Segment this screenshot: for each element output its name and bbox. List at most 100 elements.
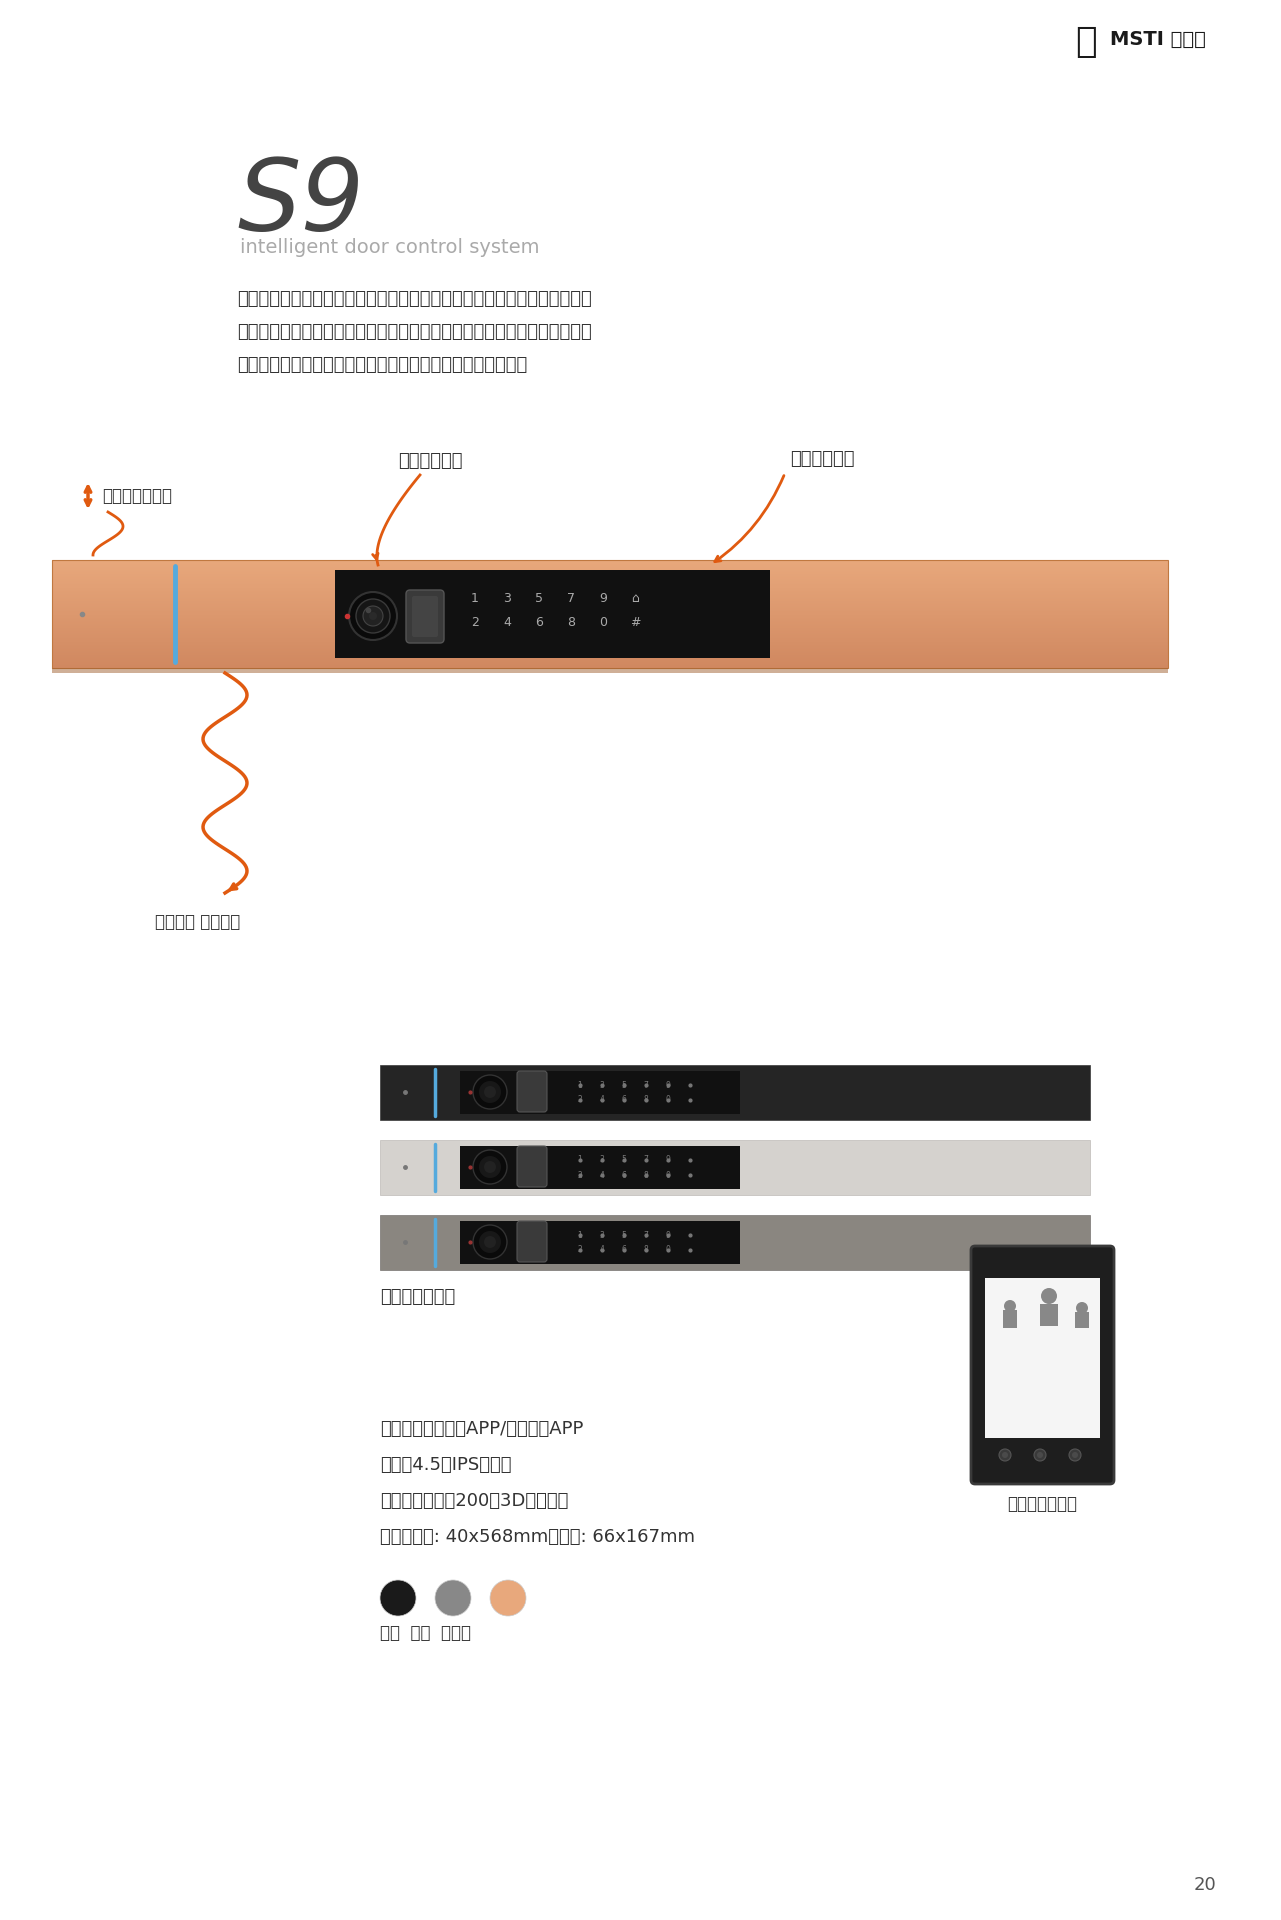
Circle shape (1034, 1450, 1047, 1461)
Text: 3: 3 (600, 1231, 605, 1240)
Bar (53, 561, 1168, 668)
Text: 猫眼：4.5寸IPS高清屏: 猫眼：4.5寸IPS高清屏 (380, 1455, 511, 1475)
Text: MSTI 马斯汀: MSTI 马斯汀 (1111, 31, 1205, 50)
FancyBboxPatch shape (971, 1246, 1114, 1484)
Circle shape (484, 1087, 496, 1098)
Bar (985, 1279, 1100, 1438)
Text: 0: 0 (666, 1246, 670, 1254)
Circle shape (1070, 1450, 1081, 1461)
Circle shape (1004, 1300, 1016, 1311)
Circle shape (473, 1075, 507, 1110)
FancyBboxPatch shape (412, 595, 438, 637)
Circle shape (999, 1450, 1011, 1461)
Text: 8: 8 (643, 1246, 648, 1254)
Text: 精湛工艺与智能科技的融合，呼献无懒可击、天花板颜値、极致品质、安全: 精湛工艺与智能科技的融合，呼献无懒可击、天花板颜値、极致品质、安全 (237, 323, 592, 342)
Text: 网络：马斯汀智能APP/兼容涂鸦APP: 网络：马斯汀智能APP/兼容涂鸦APP (380, 1421, 583, 1438)
Circle shape (369, 612, 377, 620)
Text: 20: 20 (1194, 1876, 1217, 1893)
Text: 8: 8 (643, 1171, 648, 1179)
Text: 6: 6 (621, 1171, 626, 1179)
Text: 3: 3 (600, 1156, 605, 1165)
Bar (53, 668, 1168, 674)
FancyBboxPatch shape (518, 1146, 547, 1187)
Text: 0: 0 (600, 616, 607, 630)
Text: 别出心裁的智能门控面板、拉手一体化设计，是人体力学与美学的共存、是: 别出心裁的智能门控面板、拉手一体化设计，是人体力学与美学的共存、是 (237, 290, 592, 307)
Text: 2: 2 (578, 1096, 583, 1104)
Text: 9: 9 (600, 593, 607, 605)
Text: 0: 0 (666, 1096, 670, 1104)
Bar (336, 570, 770, 659)
Bar (1075, 1311, 1089, 1329)
Text: intelligent door control system: intelligent door control system (240, 238, 539, 257)
Text: #: # (630, 616, 640, 630)
Circle shape (436, 1580, 471, 1617)
Circle shape (1076, 1302, 1088, 1313)
Circle shape (479, 1081, 501, 1102)
Text: 3: 3 (503, 593, 511, 605)
Text: 隐藏式锁芯设计: 隐藏式锁芯设计 (102, 488, 172, 505)
Circle shape (348, 591, 397, 639)
Circle shape (484, 1162, 496, 1173)
Bar (380, 1215, 1090, 1269)
Text: S9: S9 (237, 156, 364, 252)
Bar (380, 1140, 1090, 1194)
Text: 6: 6 (621, 1246, 626, 1254)
Text: 4: 4 (600, 1096, 605, 1104)
Circle shape (1041, 1288, 1057, 1304)
Text: 猫眼版横置拉手: 猫眼版横置拉手 (380, 1288, 455, 1306)
Bar (380, 1066, 1090, 1119)
FancyBboxPatch shape (518, 1221, 547, 1261)
Text: 8: 8 (643, 1096, 648, 1104)
Text: 7: 7 (643, 1081, 648, 1089)
Circle shape (479, 1156, 501, 1179)
Text: 5: 5 (621, 1156, 626, 1165)
Circle shape (479, 1231, 501, 1254)
Text: 7: 7 (643, 1231, 648, 1240)
Text: ⌂: ⌂ (632, 593, 639, 605)
Text: 1: 1 (578, 1156, 583, 1165)
Text: 6: 6 (535, 616, 543, 630)
Text: 急速识别面板: 急速识别面板 (790, 449, 854, 468)
Text: 8: 8 (567, 616, 575, 630)
Text: 4: 4 (600, 1171, 605, 1179)
Text: 2: 2 (471, 616, 479, 630)
Circle shape (473, 1150, 507, 1185)
Text: 智能门控背面板: 智能门控背面板 (1007, 1496, 1077, 1513)
Text: 4: 4 (600, 1246, 605, 1254)
Text: 0: 0 (666, 1171, 670, 1179)
Text: 人脸识别：双目200万3D人脸识别: 人脸识别：双目200万3D人脸识别 (380, 1492, 569, 1509)
Text: 7: 7 (567, 593, 575, 605)
Circle shape (356, 599, 389, 634)
Text: 5: 5 (621, 1231, 626, 1240)
Text: 4: 4 (503, 616, 511, 630)
Circle shape (491, 1580, 526, 1617)
Text: 2: 2 (578, 1171, 583, 1179)
Text: 5: 5 (621, 1081, 626, 1089)
Bar (460, 1146, 740, 1188)
Text: 3: 3 (600, 1081, 605, 1089)
Bar (460, 1071, 740, 1114)
Text: 智能灯光 琰目耀然: 智能灯光 琰目耀然 (155, 914, 241, 931)
Circle shape (484, 1236, 496, 1248)
FancyBboxPatch shape (518, 1071, 547, 1112)
FancyBboxPatch shape (406, 589, 445, 643)
Circle shape (363, 607, 383, 626)
Text: 尺寸：前置: 40x568mm，后置: 66x167mm: 尺寸：前置: 40x568mm，后置: 66x167mm (380, 1528, 696, 1546)
Circle shape (1002, 1452, 1008, 1457)
Circle shape (1072, 1452, 1079, 1457)
Text: 9: 9 (666, 1081, 670, 1089)
Text: 黑色  灰色  珫瑞金: 黑色 灰色 珫瑞金 (380, 1624, 471, 1642)
Text: 1: 1 (578, 1231, 583, 1240)
Text: 5: 5 (535, 593, 543, 605)
Text: 🐎: 🐎 (1075, 25, 1097, 60)
Circle shape (380, 1580, 416, 1617)
Bar (1040, 1304, 1058, 1327)
Text: 2: 2 (578, 1246, 583, 1254)
Text: 猫眼视频对讲: 猫眼视频对讲 (397, 451, 462, 470)
Bar (1003, 1309, 1017, 1329)
Circle shape (473, 1225, 507, 1260)
Text: 9: 9 (666, 1231, 670, 1240)
Text: 6: 6 (621, 1096, 626, 1104)
Text: 1: 1 (471, 593, 479, 605)
Text: 1: 1 (578, 1081, 583, 1089)
